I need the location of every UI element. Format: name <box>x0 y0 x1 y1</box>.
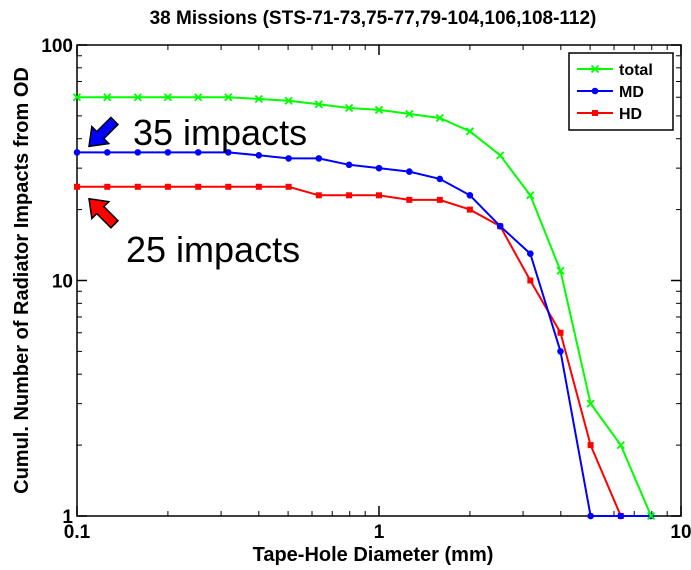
data-point-total <box>526 191 535 200</box>
data-point-MD <box>164 149 172 156</box>
legend-label-MD: MD <box>619 84 644 101</box>
legend: total MD HD <box>568 52 674 131</box>
data-point-total <box>405 109 414 119</box>
data-point-MD <box>496 222 504 230</box>
arrow-35-impacts-shape <box>88 116 120 148</box>
data-point-MD <box>194 149 202 156</box>
data-point-MD <box>527 250 534 257</box>
legend-item-total: total <box>577 62 653 79</box>
data-point-HD <box>164 183 171 190</box>
legend-marker-HD <box>592 110 598 116</box>
data-point-total <box>314 100 323 109</box>
data-point-total <box>103 93 112 102</box>
arrow-25-impacts <box>88 197 120 229</box>
data-point-total <box>496 151 505 160</box>
legend-item-HD: HD <box>577 106 642 123</box>
data-point-MD <box>345 161 353 169</box>
data-point-total <box>616 440 625 450</box>
x-tick-label: 10 <box>670 522 691 543</box>
data-point-total <box>72 93 82 102</box>
data-point-total <box>133 93 142 102</box>
data-point-total <box>586 399 595 408</box>
data-point-total <box>254 94 263 104</box>
series-MD <box>73 149 655 520</box>
data-point-MD <box>375 164 383 172</box>
arrow-25-impacts-shape <box>88 197 120 229</box>
y-tick-label: 10 <box>52 272 73 293</box>
data-point-HD <box>436 196 443 203</box>
data-point-HD <box>376 192 382 199</box>
legend-item-MD: MD <box>577 84 644 101</box>
data-point-HD <box>104 183 111 190</box>
data-point-total <box>374 105 384 115</box>
series-line-total <box>77 96 653 517</box>
data-point-total <box>224 93 233 102</box>
data-point-HD <box>195 183 202 190</box>
series-line-MD <box>77 151 652 517</box>
data-point-MD <box>134 149 142 156</box>
legend-label-total: total <box>619 62 653 79</box>
data-point-total <box>435 113 444 123</box>
data-point-total <box>556 266 565 275</box>
data-point-MD <box>436 175 444 183</box>
data-point-MD <box>557 348 564 355</box>
x-axis-title: Tape-Hole Diameter (mm) <box>253 544 494 566</box>
data-point-HD <box>134 183 141 190</box>
annotation-25-impacts: 25 impacts <box>126 229 300 270</box>
annotation-35-impacts: 35 impacts <box>133 112 307 153</box>
data-point-HD <box>74 183 80 190</box>
data-point-HD <box>346 192 353 199</box>
x-tick-label: 1 <box>374 522 385 543</box>
data-point-MD <box>73 149 81 156</box>
data-point-HD <box>557 329 564 336</box>
data-point-MD <box>285 155 292 162</box>
y-axis-title: Cumul. Number of Radiator Impacts from O… <box>11 67 33 494</box>
legend-label-HD: HD <box>619 106 642 123</box>
x-tick-label: 0.1 <box>64 522 91 543</box>
y-tick-label: 1 <box>62 507 73 528</box>
data-point-MD <box>406 168 413 175</box>
legend-marker-MD <box>591 87 599 95</box>
data-point-MD <box>225 149 232 156</box>
data-point-MD <box>255 152 263 159</box>
chart-title: 38 Missions (STS-71-73,75-77,79-104,106,… <box>150 8 597 29</box>
data-point-MD <box>587 512 594 520</box>
data-point-HD <box>406 196 413 203</box>
arrow-35-impacts <box>88 116 120 148</box>
data-point-HD <box>285 183 292 190</box>
data-point-MD <box>104 149 111 156</box>
data-point-total <box>646 511 656 521</box>
data-point-HD <box>255 183 262 190</box>
data-point-HD <box>225 183 232 190</box>
data-point-total <box>194 93 203 102</box>
data-point-HD <box>315 192 322 199</box>
data-point-MD <box>617 512 625 520</box>
data-point-MD <box>466 192 474 199</box>
annotations: 35 impacts 25 impacts <box>88 112 307 270</box>
data-point-total <box>465 127 475 136</box>
y-tick-label: 100 <box>41 36 73 57</box>
data-point-total <box>344 103 354 113</box>
data-point-HD <box>527 277 534 284</box>
data-point-total <box>284 96 293 105</box>
data-point-HD <box>466 206 473 213</box>
data-point-MD <box>315 155 323 162</box>
legend-marker-total <box>590 64 600 74</box>
data-point-HD <box>587 442 594 449</box>
data-point-total <box>163 93 173 102</box>
series-total <box>72 93 656 521</box>
series-layer <box>72 93 656 521</box>
